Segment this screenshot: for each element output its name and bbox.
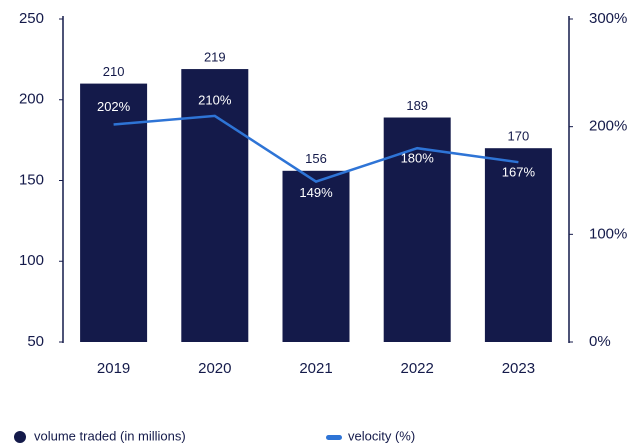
y-tick-label: 250 xyxy=(19,10,44,27)
x-tick-label: 2022 xyxy=(401,360,434,377)
bar-value-label: 210 xyxy=(103,64,125,79)
x-tick-label: 2021 xyxy=(299,360,332,377)
bar xyxy=(282,170,350,342)
y-tick-label: 150 xyxy=(19,171,44,188)
line-value-label: 167% xyxy=(502,165,536,180)
legend-label: velocity (%) xyxy=(348,428,415,443)
y-tick-label: 50 xyxy=(27,333,44,350)
line xyxy=(113,114,519,183)
y-tick-label: 100 xyxy=(19,252,44,269)
bar xyxy=(181,69,249,342)
y2-tick-label: 300% xyxy=(589,10,627,27)
line-value-label: 180% xyxy=(401,151,435,166)
line-value-label: 202% xyxy=(97,99,131,114)
bar-value-label: 170 xyxy=(508,129,530,144)
y-tick-label: 200 xyxy=(19,91,44,108)
line-value-label: 149% xyxy=(299,185,333,200)
bar-value-label: 189 xyxy=(406,98,428,113)
y2-tick-label: 100% xyxy=(589,225,627,242)
legend-label: volume traded (in millions) xyxy=(34,428,186,443)
legend-marker xyxy=(14,431,26,443)
bar xyxy=(484,148,552,342)
line-value-label: 210% xyxy=(198,92,232,107)
y2-tick-label: 200% xyxy=(589,118,627,135)
legend-marker xyxy=(326,435,342,440)
x-tick-label: 2023 xyxy=(502,360,535,377)
bar xyxy=(80,83,148,342)
x-tick-label: 2019 xyxy=(97,360,130,377)
x-tick-label: 2020 xyxy=(198,360,231,377)
bar-value-label: 219 xyxy=(204,50,226,65)
y2-tick-label: 0% xyxy=(589,333,611,350)
bar-value-label: 156 xyxy=(305,151,327,166)
